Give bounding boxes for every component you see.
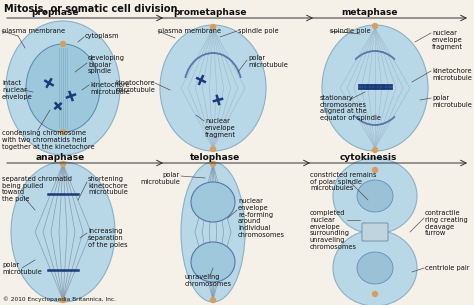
Ellipse shape bbox=[357, 180, 393, 212]
Circle shape bbox=[210, 146, 216, 152]
Ellipse shape bbox=[191, 182, 235, 222]
Text: plasma membrane: plasma membrane bbox=[2, 28, 65, 34]
Circle shape bbox=[61, 297, 65, 303]
Ellipse shape bbox=[181, 162, 245, 302]
Ellipse shape bbox=[6, 21, 120, 155]
Text: polar
microtubule: polar microtubule bbox=[248, 55, 288, 68]
Text: kinetochore
microtubule: kinetochore microtubule bbox=[90, 82, 130, 95]
Circle shape bbox=[61, 41, 65, 46]
Text: unraveling
chromosomes: unraveling chromosomes bbox=[185, 274, 232, 287]
Text: increasing
separation
of the poles: increasing separation of the poles bbox=[88, 228, 128, 247]
Circle shape bbox=[61, 162, 65, 167]
Ellipse shape bbox=[11, 162, 115, 302]
Text: nuclear
envelope
fragment: nuclear envelope fragment bbox=[205, 118, 236, 138]
Text: spindle pole: spindle pole bbox=[330, 28, 371, 34]
FancyBboxPatch shape bbox=[362, 223, 388, 241]
Circle shape bbox=[373, 148, 377, 152]
Text: anaphase: anaphase bbox=[36, 153, 85, 162]
Ellipse shape bbox=[322, 25, 428, 151]
Ellipse shape bbox=[160, 25, 266, 151]
Text: prometaphase: prometaphase bbox=[173, 8, 247, 17]
Circle shape bbox=[61, 130, 65, 135]
Text: spindle pole: spindle pole bbox=[238, 28, 279, 34]
Text: kinetochore
microtubule: kinetochore microtubule bbox=[115, 80, 155, 93]
Text: cytoplasm: cytoplasm bbox=[85, 33, 119, 39]
Ellipse shape bbox=[333, 230, 417, 305]
Text: completed
nuclear
envelope
surrounding
unraveling
chromosomes: completed nuclear envelope surrounding u… bbox=[310, 210, 357, 250]
Text: Mitosis, or somatic cell division: Mitosis, or somatic cell division bbox=[4, 4, 177, 14]
Text: © 2010 Encyclopaedia Britannica, Inc.: © 2010 Encyclopaedia Britannica, Inc. bbox=[3, 296, 116, 302]
Ellipse shape bbox=[191, 242, 235, 282]
Text: telophase: telophase bbox=[190, 153, 240, 162]
Ellipse shape bbox=[357, 252, 393, 284]
Text: centriole pair: centriole pair bbox=[425, 265, 470, 271]
Circle shape bbox=[373, 23, 377, 28]
Text: polar
microtubule: polar microtubule bbox=[432, 95, 472, 108]
Text: polar
microtubule: polar microtubule bbox=[2, 262, 42, 275]
Text: intact
nuclear
envelope: intact nuclear envelope bbox=[2, 80, 33, 99]
Circle shape bbox=[373, 167, 377, 173]
Circle shape bbox=[210, 24, 216, 30]
Text: developing
bipolar
spindle: developing bipolar spindle bbox=[88, 55, 125, 74]
Text: condensing chromosome
with two chromatids held
together at the kinetochore: condensing chromosome with two chromatid… bbox=[2, 130, 95, 149]
Text: contractile
ring creating
cleavage
furrow: contractile ring creating cleavage furro… bbox=[425, 210, 468, 236]
Text: nuclear
envelope
fragment: nuclear envelope fragment bbox=[432, 30, 463, 49]
Text: stationary
chromosomes
aligned at the
equator of spindle: stationary chromosomes aligned at the eq… bbox=[320, 95, 381, 121]
Text: plasma membrane: plasma membrane bbox=[158, 28, 221, 34]
Ellipse shape bbox=[333, 158, 417, 234]
Circle shape bbox=[373, 292, 377, 296]
Text: polar
microtubule: polar microtubule bbox=[140, 172, 180, 185]
Text: shortening
kinetochore
microtubule: shortening kinetochore microtubule bbox=[88, 176, 128, 196]
Text: nuclear
envelope
re-forming
around
individual
chromosomes: nuclear envelope re-forming around indiv… bbox=[238, 198, 285, 238]
Ellipse shape bbox=[26, 44, 100, 132]
Circle shape bbox=[210, 297, 216, 303]
Circle shape bbox=[210, 162, 216, 167]
Text: prophase: prophase bbox=[31, 8, 79, 17]
Text: kinetochore
microtubule: kinetochore microtubule bbox=[432, 68, 472, 81]
Text: constricted remains
of polar spindle
microtubules: constricted remains of polar spindle mic… bbox=[310, 172, 376, 192]
Text: metaphase: metaphase bbox=[342, 8, 398, 17]
Text: cytokinesis: cytokinesis bbox=[339, 153, 397, 162]
Text: separated chromatid
being pulled
toward
the pole: separated chromatid being pulled toward … bbox=[2, 176, 72, 202]
